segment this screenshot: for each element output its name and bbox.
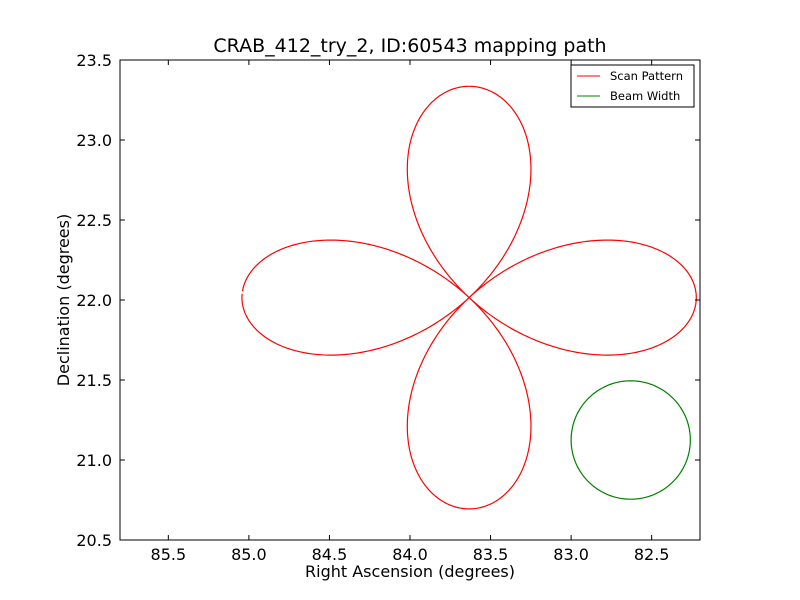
y-axis-label: Declination (degrees) xyxy=(54,214,73,386)
chart-title: CRAB_412_try_2, ID:60543 mapping path xyxy=(213,35,606,57)
axes-background xyxy=(120,60,700,540)
x-tick-label: 83.0 xyxy=(553,545,589,564)
legend-label-scan-pattern: Scan Pattern xyxy=(610,69,683,83)
legend: Scan Pattern Beam Width xyxy=(570,64,695,108)
series-layer xyxy=(241,85,697,510)
y-tick-label: 23.5 xyxy=(76,51,112,70)
legend-label-beam-width: Beam Width xyxy=(610,89,680,103)
x-tick-label: 84.0 xyxy=(392,545,428,564)
legend-frame xyxy=(570,64,695,108)
x-tick-label: 83.5 xyxy=(473,545,509,564)
beam-width-circle xyxy=(570,380,691,500)
y-tick-label: 22.0 xyxy=(76,291,112,310)
y-tick-label: 20.5 xyxy=(76,531,112,550)
x-tick-label: 82.5 xyxy=(634,545,670,564)
y-tick-label: 21.0 xyxy=(76,451,112,470)
scan-pattern-path xyxy=(241,85,697,510)
x-tick-label: 84.5 xyxy=(312,545,348,564)
plot-area: 85.5 85.0 84.5 84.0 83.5 83.0 82.5 20.5 21.0 21.… xyxy=(76,51,701,564)
x-tick-label: 85.5 xyxy=(151,545,187,564)
x-tick-label: 85.0 xyxy=(231,545,267,564)
y-tick-label: 23.0 xyxy=(76,131,112,150)
x-ticks: 85.5 85.0 84.5 84.0 83.5 83.0 82.5 xyxy=(151,60,670,564)
x-axis-label: Right Ascension (degrees) xyxy=(305,562,515,581)
y-ticks: 20.5 21.0 21.5 22.0 22.5 23.0 23.5 xyxy=(76,51,700,550)
y-tick-label: 21.5 xyxy=(76,371,112,390)
y-tick-label: 22.5 xyxy=(76,211,112,230)
